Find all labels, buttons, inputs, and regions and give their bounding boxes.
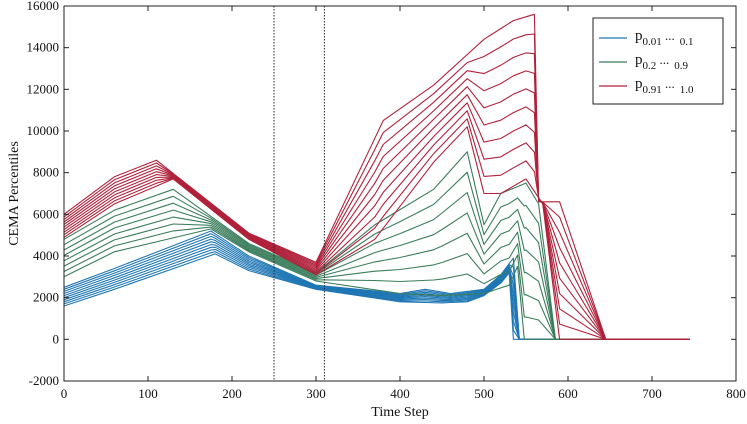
- series-line: [63, 241, 690, 340]
- vertical-marker-lines: [273, 6, 325, 381]
- y-tick-label: 16000: [27, 0, 60, 13]
- legend-entry-label: p0.91 ... 1.0: [635, 76, 694, 96]
- x-tick-label: 0: [61, 386, 68, 401]
- y-tick-label: 0: [53, 331, 60, 346]
- x-tick-label: 800: [726, 386, 746, 401]
- x-tick-label: 300: [306, 386, 326, 401]
- x-tick-label: 200: [222, 386, 242, 401]
- x-tick-label: 600: [558, 386, 578, 401]
- series-line: [63, 209, 690, 340]
- legend-entry-label: p0.01 ... 0.1: [635, 28, 694, 48]
- series-line: [63, 226, 690, 340]
- series-line: [63, 171, 690, 340]
- x-tick-label: 500: [474, 386, 494, 401]
- y-tick-label: 4000: [33, 248, 59, 263]
- x-tick-label: 100: [138, 386, 158, 401]
- y-tick-label: 2000: [33, 290, 59, 305]
- legend: p0.01 ... 0.1 p0.2 ... 0.9 p0.91 ... 1.0: [592, 17, 724, 105]
- series-line: [63, 13, 690, 340]
- series-line: [63, 244, 690, 340]
- axis-ticks: 0 100 200 300 400 500 600 700 800-20000200040006…: [27, 0, 746, 401]
- y-axis-label: CEMA Percentiles: [7, 141, 22, 246]
- x-tick-label: 700: [642, 386, 662, 401]
- series-line: [63, 228, 690, 340]
- legend-box: [592, 17, 724, 105]
- series-line: [63, 70, 690, 340]
- series-line: [63, 233, 690, 340]
- series-line: [63, 118, 690, 340]
- y-tick-label: 14000: [27, 40, 60, 55]
- y-tick-label: 12000: [27, 81, 60, 96]
- series-line: [63, 223, 690, 340]
- x-axis-label: Time Step: [371, 405, 428, 420]
- legend-entry-label: p0.2 ... 0.9: [635, 52, 689, 72]
- series-line: [63, 216, 690, 340]
- y-tick-label: 10000: [27, 123, 60, 138]
- y-tick-label: 6000: [33, 206, 59, 221]
- series-line: [63, 94, 690, 340]
- series-line: [63, 230, 690, 340]
- series-line: [63, 191, 690, 340]
- x-tick-label: 400: [390, 386, 410, 401]
- y-tick-label: -2000: [29, 373, 59, 388]
- y-tick-label: 8000: [33, 165, 59, 180]
- series-line: [63, 151, 690, 340]
- series-layer: [63, 13, 690, 340]
